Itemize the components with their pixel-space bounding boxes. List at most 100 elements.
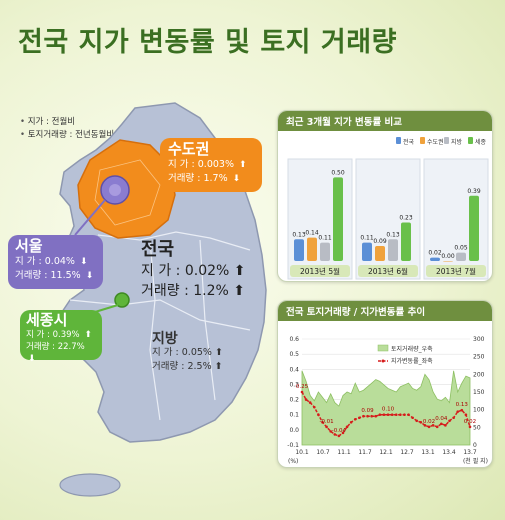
bar-value-label: 0.13	[292, 231, 306, 238]
up-arrow-icon: ⬆	[233, 263, 246, 279]
legend-label: 세종	[475, 138, 487, 146]
trend-chart-title: 전국 토지거래량 / 지가변동률 추이	[278, 301, 492, 321]
page-title: 전국 지가 변동률 및 토지 거래량	[18, 27, 397, 58]
bar-value-label: 0.00	[441, 253, 455, 260]
price-point-label: -0.01	[319, 419, 333, 425]
price-point-label: 0.02	[464, 419, 476, 425]
bar	[430, 257, 440, 261]
capital-volume-row: 거래량 : 1.7% ⬇	[168, 173, 241, 184]
bar-legend: 전국 수도권 지방 세종	[396, 137, 487, 146]
national-name: 전국	[141, 239, 175, 260]
down-arrow-icon: ⬇	[232, 174, 241, 184]
bar-value-label: 0.05	[454, 245, 468, 252]
bar	[333, 177, 343, 261]
bar	[388, 239, 398, 261]
y-left-tick: -0.1	[287, 442, 299, 449]
price-point	[362, 414, 365, 418]
price-point-label: 0.02	[423, 419, 435, 425]
y-unit-label: (%)	[288, 458, 298, 465]
up-arrow-icon: ⬆	[214, 347, 223, 358]
y-right-tick: 0	[473, 442, 477, 449]
local-block: 지방 지 가 : 0.05% ⬆ 거래량 : 2.5% ⬆	[152, 331, 223, 372]
price-point	[390, 413, 394, 417]
down-arrow-icon: ⬇	[28, 354, 36, 364]
group-label: 2013년 7월	[436, 266, 476, 276]
price-point	[431, 424, 435, 427]
up-arrow-icon: ⬆	[214, 361, 223, 372]
group-label-bg	[426, 265, 486, 277]
price-point-label: 0.25	[296, 384, 309, 390]
price-point	[427, 425, 431, 429]
price-point	[317, 413, 320, 417]
bar-chart-title: 최근 3개월 지가 변동률 비교	[278, 111, 492, 131]
legend-swatch	[468, 137, 473, 144]
x-tick: 10.7	[316, 449, 330, 456]
price-point	[345, 425, 349, 429]
y-left-tick: 0.4	[289, 366, 299, 373]
x-tick: 10.1	[295, 449, 309, 456]
legend-label: 수도권	[427, 138, 444, 146]
price-point	[349, 420, 353, 424]
price-point	[308, 401, 312, 404]
seoul-name: 서울	[15, 237, 43, 255]
y-right-tick: 100	[473, 407, 485, 414]
x-tick: 13.1	[421, 449, 435, 456]
x-tick: 12.7	[400, 449, 414, 456]
legend-note: 지가 : 전월비 토지거래량 : 전년동월비	[20, 116, 114, 142]
price-point	[341, 431, 345, 435]
price-point	[415, 419, 419, 423]
bar	[362, 242, 372, 261]
legend-label: 지방	[451, 138, 463, 146]
jeju-island	[59, 473, 121, 497]
bar-value-label: 0.13	[386, 231, 400, 238]
bar	[401, 222, 411, 261]
bar	[469, 195, 479, 261]
legend-label-volume: 토지거래량_우축	[391, 345, 433, 353]
price-point	[374, 414, 378, 418]
legend-label: 전국	[403, 138, 415, 146]
price-line	[301, 391, 471, 437]
group-label-bg	[358, 265, 418, 277]
price-point	[468, 425, 472, 429]
sejong-name: 세종시	[26, 311, 68, 329]
y-left-tick: 0.5	[289, 351, 299, 358]
x-tick: 11.7	[358, 449, 372, 456]
note-land-price: 지가 : 전월비	[20, 116, 114, 129]
price-point	[444, 424, 447, 427]
price-point	[394, 413, 398, 417]
price-point	[325, 425, 328, 429]
price-point	[300, 390, 304, 394]
bar	[443, 261, 453, 262]
y-left-tick: 0.1	[289, 412, 299, 419]
down-arrow-icon: ⬇	[79, 257, 88, 267]
trend-chart: 0.6 0.5 0.4 0.3 0.2 0.1 0.0 -0.1 300 250 200 150 100…	[287, 336, 488, 465]
y-right-tick: 50	[473, 424, 481, 431]
price-point	[456, 410, 460, 413]
capital-region-callout: 수도권 지 가 : 0.003% ⬆ 거래량 : 1.7% ⬇	[160, 138, 262, 192]
seoul-callout: 서울 지 가 : 0.04% ⬇ 거래량 : 11.5% ⬇	[8, 235, 103, 289]
up-arrow-icon: ⬆	[239, 160, 247, 170]
capital-region-name: 수도권	[168, 140, 210, 158]
price-point-label: 0.04	[435, 416, 448, 422]
y-right-tick: 250	[473, 354, 485, 361]
bar	[294, 239, 304, 261]
x-tick: 13.4	[442, 449, 456, 456]
price-point	[435, 425, 439, 429]
bar-value-label: 0.14	[305, 230, 319, 237]
price-point	[370, 414, 373, 418]
group-label: 2013년 5월	[300, 266, 340, 276]
legend-swatch	[396, 137, 401, 144]
price-point	[419, 420, 423, 424]
price-point	[382, 413, 386, 417]
group-label-bg	[290, 265, 350, 277]
bar	[375, 245, 385, 261]
capital-price-row: 지 가 : 0.003% ⬆	[168, 159, 247, 170]
up-arrow-icon: ⬆	[84, 330, 92, 340]
sejong-marker	[114, 292, 130, 308]
price-point	[440, 422, 443, 426]
trend-chart-panel: 전국 토지거래량 / 지가변동률 추이 0.6 0.5 0.4 0.3 0.2 0.1 0.…	[277, 300, 493, 468]
y-right-tick: 300	[473, 336, 485, 343]
price-point	[464, 413, 468, 417]
